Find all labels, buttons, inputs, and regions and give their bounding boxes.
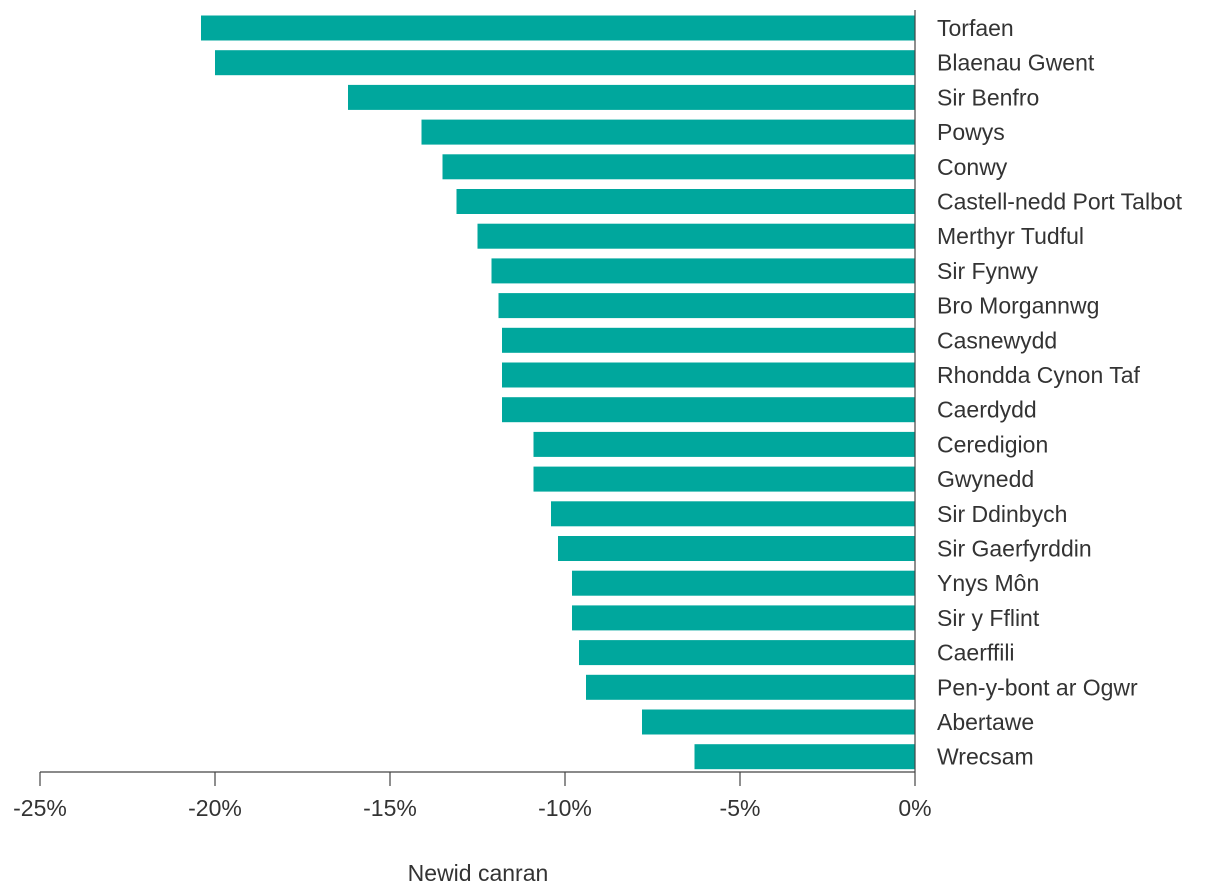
bar-sir-benfro: [348, 84, 915, 110]
category-label-sir-gaerfyrddin: Sir Gaerfyrddin: [937, 536, 1092, 562]
bar-abertawe: [642, 709, 915, 735]
bar-gwynedd: [533, 466, 915, 492]
category-label-caerffili: Caerffili: [937, 640, 1015, 666]
category-label-ynys-mon: Ynys Môn: [937, 570, 1039, 596]
category-label-abertawe: Abertawe: [937, 709, 1034, 735]
bar-bro-morgannwg: [498, 293, 915, 319]
category-label-gwynedd: Gwynedd: [937, 466, 1034, 492]
category-label-pen-y-bont-ar-ogwr: Pen-y-bont ar Ogwr: [937, 674, 1138, 700]
bar-torfaen: [201, 15, 915, 41]
category-label-casnewydd: Casnewydd: [937, 327, 1057, 353]
category-label-torfaen: Torfaen: [937, 15, 1014, 41]
category-label-rhondda-cynon-taf: Rhondda Cynon Taf: [937, 362, 1140, 388]
x-tick-label: -10%: [538, 795, 592, 821]
bar-conwy: [442, 154, 915, 180]
x-axis: -25% -20% -15% -10% -5% 0%: [13, 10, 932, 821]
bar-rhondda-cynon-taf: [502, 362, 915, 388]
category-label-sir-fynwy: Sir Fynwy: [937, 258, 1038, 284]
x-tick-label: 0%: [898, 795, 931, 821]
bar-casnewydd: [502, 327, 915, 353]
x-axis-title: Newid canran: [408, 860, 549, 886]
bar-caerdydd: [502, 397, 915, 423]
bar-ynys-mon: [572, 570, 915, 596]
category-label-blaenau-gwent: Blaenau Gwent: [937, 50, 1095, 76]
category-label-ceredigion: Ceredigion: [937, 431, 1048, 457]
category-label-merthyr-tudful: Merthyr Tudful: [937, 223, 1084, 249]
category-label-bro-morgannwg: Bro Morgannwg: [937, 293, 1099, 319]
category-label-sir-y-fflint: Sir y Fflint: [937, 605, 1040, 631]
bars-group: [201, 15, 915, 770]
bar-caerffili: [579, 640, 915, 666]
category-label-caerdydd: Caerdydd: [937, 397, 1037, 423]
bar-castell-nedd-port-talbot: [456, 189, 915, 214]
category-label-castell-nedd-port-talbot: Castell-nedd Port Talbot: [937, 189, 1183, 215]
bar-sir-ddinbych: [551, 501, 915, 527]
x-tick-label: -25%: [13, 795, 67, 821]
bar-sir-y-fflint: [572, 605, 915, 631]
bar-merthyr-tudful: [477, 223, 915, 249]
category-label-powys: Powys: [937, 119, 1005, 145]
category-labels-group: Torfaen Blaenau Gwent Sir Benfro Powys Conwy…: [937, 15, 1183, 770]
bar-blaenau-gwent: [215, 50, 915, 76]
x-tick-label: -15%: [363, 795, 417, 821]
category-label-sir-benfro: Sir Benfro: [937, 84, 1039, 110]
bar-ceredigion: [533, 431, 915, 457]
bar-powys: [421, 119, 915, 145]
x-tick-label: -5%: [720, 795, 761, 821]
bar-sir-fynwy: [491, 258, 915, 284]
category-label-conwy: Conwy: [937, 154, 1008, 180]
category-label-sir-ddinbych: Sir Ddinbych: [937, 501, 1067, 527]
bar-wrecsam: [694, 744, 915, 770]
bar-pen-y-bont-ar-ogwr: [586, 674, 915, 700]
x-tick-label: -20%: [188, 795, 242, 821]
bar-sir-gaerfyrddin: [558, 536, 915, 561]
category-label-wrecsam: Wrecsam: [937, 744, 1034, 770]
